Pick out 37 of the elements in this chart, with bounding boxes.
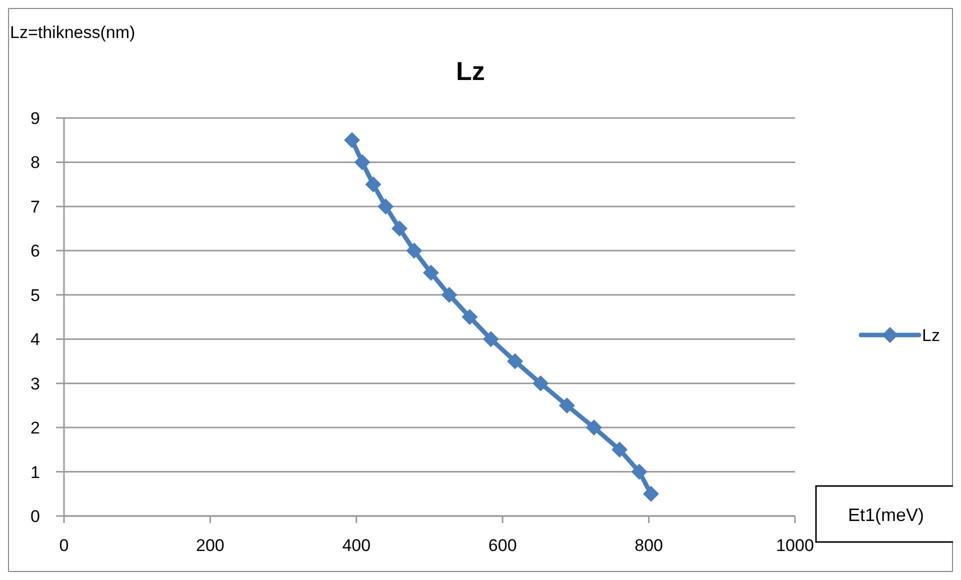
y-tick-label: 4 xyxy=(30,330,40,350)
point xyxy=(344,132,360,148)
x-tick-label: 400 xyxy=(342,536,371,555)
y-tick-label: 2 xyxy=(30,418,40,438)
y-tick-label: 5 xyxy=(30,286,40,305)
legend-label: Lz xyxy=(922,326,940,345)
y-tick-label: 3 xyxy=(30,374,40,394)
point xyxy=(406,242,422,259)
point xyxy=(532,375,549,392)
point xyxy=(378,198,394,214)
point xyxy=(586,420,602,436)
y-tick-label: 1 xyxy=(30,462,40,482)
point xyxy=(354,154,370,170)
point xyxy=(507,353,524,370)
y-tick-label: 8 xyxy=(30,153,40,172)
y-tick-label: 7 xyxy=(30,197,40,216)
point xyxy=(441,286,458,303)
point xyxy=(558,397,575,414)
point xyxy=(642,486,659,502)
y-tick-label: 9 xyxy=(30,109,40,128)
x-tick-label: 1000 xyxy=(776,536,814,555)
y-tick-label: 6 xyxy=(30,242,40,261)
x-tick-label: 200 xyxy=(196,536,224,555)
point xyxy=(631,464,648,480)
x-tick-label: 0 xyxy=(59,536,69,555)
point xyxy=(482,331,499,348)
y-axis-title: Lz=thikness(nm) xyxy=(10,23,136,42)
x-axis-title: Et1(meV) xyxy=(848,505,924,525)
point xyxy=(392,220,408,237)
point xyxy=(365,176,382,192)
point xyxy=(612,442,628,458)
point xyxy=(422,264,439,281)
x-tick-label: 800 xyxy=(634,536,663,555)
y-tick-label: 0 xyxy=(30,507,40,526)
point xyxy=(462,309,478,325)
chart-title: Lz xyxy=(456,56,485,86)
x-tick-label: 600 xyxy=(488,536,517,555)
